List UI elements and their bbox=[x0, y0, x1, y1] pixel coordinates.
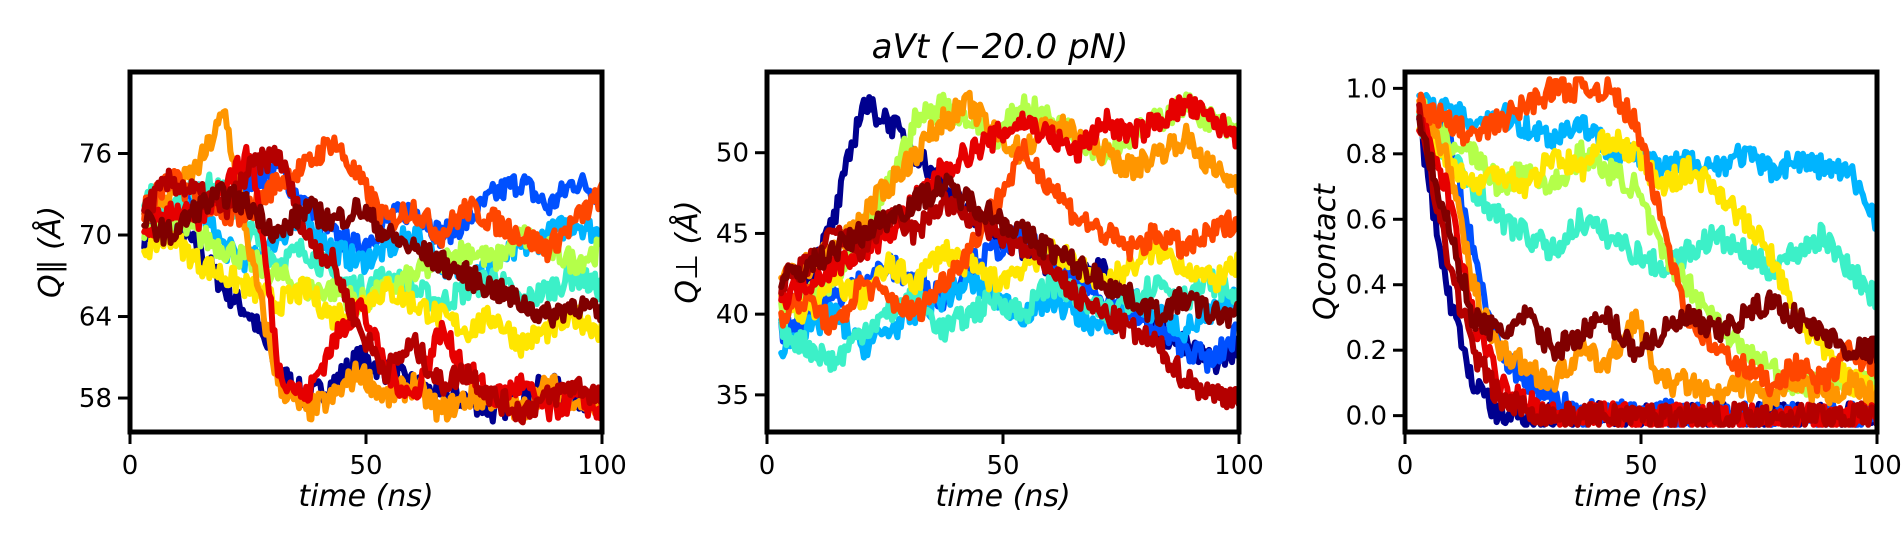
y-tick-label: 0.2 bbox=[1346, 336, 1387, 366]
y-tick-label: 0.8 bbox=[1346, 140, 1387, 170]
y-tick-label: 50 bbox=[716, 139, 749, 169]
x-tick-label: 50 bbox=[986, 451, 1019, 481]
series-line-8 bbox=[778, 138, 1239, 336]
y-tick-label: 64 bbox=[79, 303, 112, 333]
series-line-10 bbox=[1416, 102, 1877, 428]
y-tick-label: 70 bbox=[79, 221, 112, 251]
x-tick-label: 100 bbox=[1214, 451, 1264, 481]
chart-panels: 0 50 100 58 64 70 76 time (ns) Q∥ (Å) 0 50 100 35 40 4… bbox=[32, 69, 1902, 514]
y-tick-label: 35 bbox=[716, 381, 749, 411]
y-axis-label: Q∥ (Å) bbox=[32, 206, 68, 298]
x-axis-label: time (ns) bbox=[935, 479, 1070, 514]
series-line-10 bbox=[141, 144, 602, 426]
x-tick-label: 0 bbox=[759, 451, 776, 481]
y-tick-label: 1.0 bbox=[1346, 74, 1387, 104]
x-tick-label: 100 bbox=[577, 451, 627, 481]
chart-panel-1: 0 50 100 58 64 70 76 time (ns) Q∥ (Å) bbox=[32, 69, 627, 514]
y-tick-label: 0.4 bbox=[1346, 271, 1387, 301]
series-line-10 bbox=[778, 190, 1239, 411]
y-tick-label: 76 bbox=[79, 140, 112, 170]
series-line-6 bbox=[141, 227, 602, 359]
y-tick-label: 58 bbox=[79, 384, 112, 414]
series-line-4 bbox=[1416, 111, 1877, 311]
x-tick-label: 0 bbox=[1397, 451, 1414, 481]
y-axis-label: Q⊥ (Å) bbox=[669, 200, 705, 303]
y-tick-label: 40 bbox=[716, 300, 749, 330]
y-tick-label: 45 bbox=[716, 219, 749, 249]
series-line-11 bbox=[778, 172, 1239, 329]
series-line-11 bbox=[1416, 114, 1877, 366]
y-axis-label: Qcontact bbox=[1308, 183, 1343, 320]
x-axis-label: time (ns) bbox=[298, 479, 433, 514]
x-axis-label: time (ns) bbox=[1573, 479, 1708, 514]
figure-title: aVt (−20.0 pN) bbox=[872, 27, 1129, 67]
series-group bbox=[141, 108, 602, 426]
series-line-4 bbox=[778, 268, 1239, 373]
x-tick-label: 100 bbox=[1852, 451, 1902, 481]
series-line-8 bbox=[1416, 76, 1877, 398]
y-tick-label: 0.0 bbox=[1346, 402, 1387, 432]
series-line-9 bbox=[141, 143, 602, 423]
series-group bbox=[1416, 76, 1877, 428]
series-line-11 bbox=[141, 181, 602, 329]
series-group bbox=[778, 89, 1239, 411]
chart-panel-3: 0 50 100 0.0 0.2 0.4 0.6 0.8 1.0 time (ns) Qcontac… bbox=[1308, 69, 1902, 514]
x-tick-label: 0 bbox=[122, 451, 139, 481]
x-tick-label: 50 bbox=[1624, 451, 1657, 481]
y-tick-label: 0.6 bbox=[1346, 205, 1387, 235]
x-tick-label: 50 bbox=[349, 451, 382, 481]
